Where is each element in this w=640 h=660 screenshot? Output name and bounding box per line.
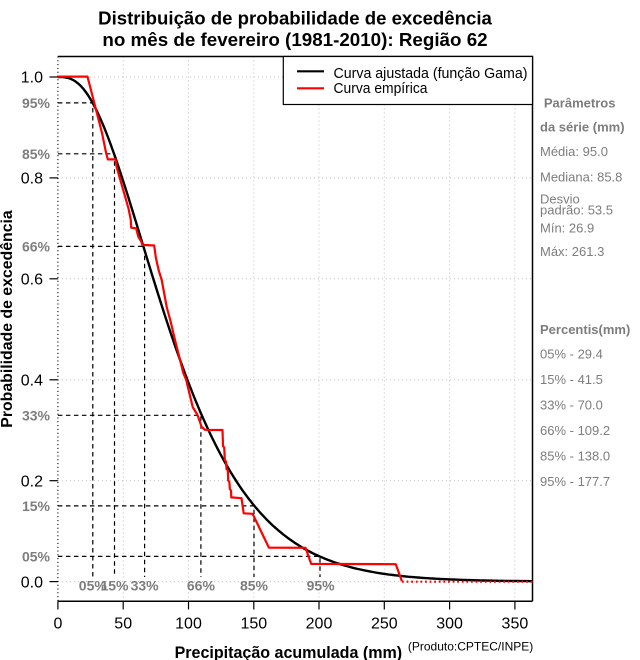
svg-text:200: 200 [306, 615, 333, 632]
svg-text:85%: 85% [22, 146, 51, 162]
svg-text:Média: 95.0: Média: 95.0 [540, 144, 608, 159]
svg-text:Distribuição de probabilidade: Distribuição de probabilidade de excedên… [98, 7, 492, 28]
svg-text:05%: 05% [22, 548, 51, 564]
svg-text:0.4: 0.4 [21, 373, 43, 390]
svg-text:1.0: 1.0 [21, 70, 43, 87]
svg-text:0.6: 0.6 [21, 272, 43, 289]
svg-text:66%: 66% [187, 578, 216, 594]
svg-text:Mín: 26.9: Mín: 26.9 [540, 221, 594, 236]
svg-text:33%: 33% [131, 578, 160, 594]
svg-text:100: 100 [175, 615, 202, 632]
svg-text:0.2: 0.2 [21, 473, 43, 490]
svg-text:66%: 66% [22, 238, 51, 254]
svg-text:15%: 15% [100, 578, 129, 594]
svg-text:300: 300 [436, 615, 463, 632]
svg-text:95%: 95% [307, 578, 336, 594]
svg-text:350: 350 [502, 615, 529, 632]
svg-text:85%: 85% [240, 578, 269, 594]
svg-text:Precipitação acumulada (mm): Precipitação acumulada (mm) [175, 644, 403, 660]
svg-text:Máx: 261.3: Máx: 261.3 [540, 244, 604, 259]
svg-text:0: 0 [53, 615, 62, 632]
svg-text:95% - 177.7: 95% - 177.7 [540, 474, 610, 489]
svg-text:Percentis(mm): Percentis(mm) [540, 322, 630, 337]
svg-text:0.8: 0.8 [21, 171, 43, 188]
svg-text:05% - 29.4: 05% - 29.4 [540, 347, 603, 362]
svg-text:(Produto:CPTEC/INPE): (Produto:CPTEC/INPE) [408, 639, 533, 653]
svg-text:Curva ajustada (função Gama): Curva ajustada (função Gama) [334, 66, 528, 82]
svg-text:da série (mm): da série (mm) [540, 119, 625, 134]
svg-text:15%: 15% [22, 498, 51, 514]
svg-text:padrão: 53.5: padrão: 53.5 [540, 203, 613, 218]
svg-text:Probabilidade de excedência: Probabilidade de excedência [0, 210, 16, 428]
svg-text:0.0: 0.0 [21, 574, 43, 591]
svg-text:Parâmetros: Parâmetros [544, 96, 616, 111]
svg-text:33%: 33% [22, 407, 51, 423]
svg-text:05%: 05% [79, 578, 108, 594]
svg-text:33% - 70.0: 33% - 70.0 [540, 398, 603, 413]
svg-text:150: 150 [240, 615, 267, 632]
svg-text:Desvio: Desvio [540, 191, 580, 206]
svg-text:66% - 109.2: 66% - 109.2 [540, 423, 610, 438]
svg-text:50: 50 [114, 615, 132, 632]
svg-text:85% - 138.0: 85% - 138.0 [540, 449, 610, 464]
svg-text:Curva empírica: Curva empírica [334, 81, 428, 97]
svg-text:Mediana: 85.8: Mediana: 85.8 [540, 170, 622, 185]
svg-text:no mês de fevereiro (1981-2010: no mês de fevereiro (1981-2010): Região … [102, 29, 487, 50]
svg-text:95%: 95% [22, 95, 51, 111]
svg-text:15% - 41.5: 15% - 41.5 [540, 372, 603, 387]
svg-text:250: 250 [371, 615, 398, 632]
